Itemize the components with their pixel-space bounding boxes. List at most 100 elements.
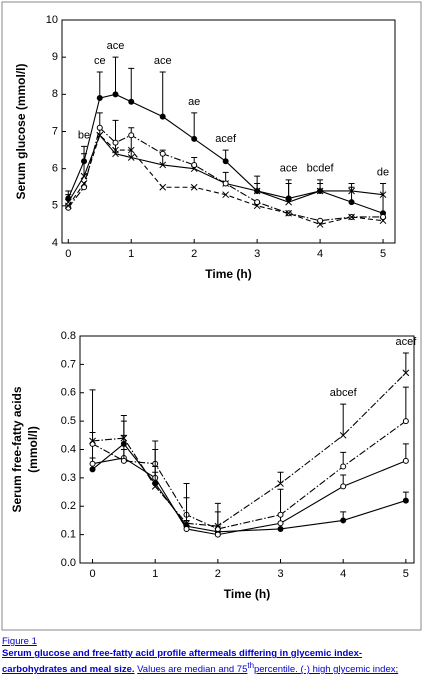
marker [316, 221, 324, 228]
marker [348, 187, 355, 195]
y-tick-label: 0.4 [61, 443, 76, 455]
marker [159, 183, 167, 191]
marker [120, 457, 127, 464]
marker [254, 199, 261, 206]
marker [285, 198, 292, 206]
caption-sup: th [247, 661, 254, 670]
marker [89, 466, 96, 473]
y-tick-label: 6 [52, 163, 58, 175]
error-bar [183, 483, 190, 524]
marker [402, 418, 409, 425]
x-tick-label: 0 [65, 248, 71, 260]
error-bar [191, 112, 198, 139]
series-line [92, 420, 407, 530]
caption-title: Serum glucose and free-fatty acid profil… [2, 648, 363, 676]
marker [127, 154, 135, 161]
annotation: acef [215, 133, 237, 145]
annotation: ae [188, 96, 200, 108]
marker [64, 202, 72, 210]
marker [127, 146, 135, 154]
error-bar [128, 67, 135, 102]
marker [190, 183, 198, 191]
marker [277, 520, 284, 527]
marker [128, 132, 135, 139]
y-tick-label: 0.7 [61, 358, 76, 370]
x-tick-label: 3 [254, 248, 260, 260]
marker [128, 98, 135, 105]
caption-text-after: percentile. (·) high glycemic index; [253, 664, 399, 676]
y-tick-label: 0.3 [61, 472, 76, 484]
marker [277, 511, 284, 518]
x-tick-label: 4 [317, 248, 323, 260]
series-line [92, 372, 407, 527]
marker [96, 95, 103, 102]
annotation: ace [107, 40, 125, 52]
marker [159, 150, 166, 157]
marker [339, 431, 347, 439]
marker [112, 91, 119, 98]
marker [222, 180, 229, 187]
x-axis-label: Time (h) [205, 267, 251, 281]
marker [214, 522, 222, 530]
y-axis-label: (mmol/l) [26, 426, 40, 473]
annotation: bcdef [307, 163, 335, 175]
y-tick-label: 0.0 [61, 557, 76, 569]
y-tick-label: 7 [52, 125, 58, 137]
annotation: acef [395, 336, 417, 348]
marker [222, 158, 229, 165]
y-tick-label: 0.6 [61, 387, 76, 399]
marker [120, 434, 128, 442]
y-tick-label: 0.5 [61, 415, 76, 427]
marker [380, 213, 387, 220]
marker [402, 369, 410, 377]
y-axis-label: Serum glucose (mmol/l) [14, 63, 28, 199]
caption-text: Values are median and 75 [137, 664, 248, 676]
marker [222, 191, 230, 199]
error-bar [402, 386, 409, 422]
y-tick-label: 0.2 [61, 500, 76, 512]
annotation: abcef [330, 387, 358, 399]
marker [253, 187, 261, 195]
error-bar [214, 502, 221, 527]
error-bar [89, 389, 96, 441]
x-tick-label: 0 [89, 568, 95, 580]
series-line [92, 443, 407, 533]
error-bar [402, 352, 409, 373]
error-bar [340, 403, 347, 436]
x-axis-label: Time (h) [224, 587, 270, 601]
marker [89, 437, 96, 445]
error-bar [285, 183, 292, 203]
error-bar [112, 119, 119, 154]
marker [96, 131, 104, 139]
figure-border [1, 1, 422, 631]
x-tick-label: 1 [152, 568, 158, 580]
y-tick-label: 4 [52, 237, 58, 249]
error-bar [277, 488, 284, 515]
annotation: ce [94, 55, 106, 67]
annotation: ace [280, 163, 298, 175]
marker [277, 480, 284, 487]
figure-link[interactable]: Figure 1 [2, 636, 37, 647]
marker [402, 497, 409, 504]
marker [348, 213, 355, 221]
marker [191, 135, 198, 142]
marker [151, 483, 159, 490]
y-tick-label: 9 [52, 51, 58, 63]
marker [96, 124, 103, 131]
marker [402, 457, 409, 464]
y-tick-label: 10 [46, 14, 58, 26]
marker [316, 187, 324, 195]
error-bar [380, 183, 387, 195]
marker [183, 525, 190, 532]
marker [277, 525, 284, 532]
x-tick-label: 1 [128, 248, 134, 260]
y-tick-label: 0.8 [61, 330, 76, 342]
marker [159, 113, 166, 120]
marker [191, 161, 198, 168]
annotation: de [377, 166, 389, 178]
x-tick-label: 4 [340, 568, 346, 580]
y-axis-label: Serum free-fatty acids [10, 386, 24, 512]
x-tick-label: 3 [277, 568, 283, 580]
